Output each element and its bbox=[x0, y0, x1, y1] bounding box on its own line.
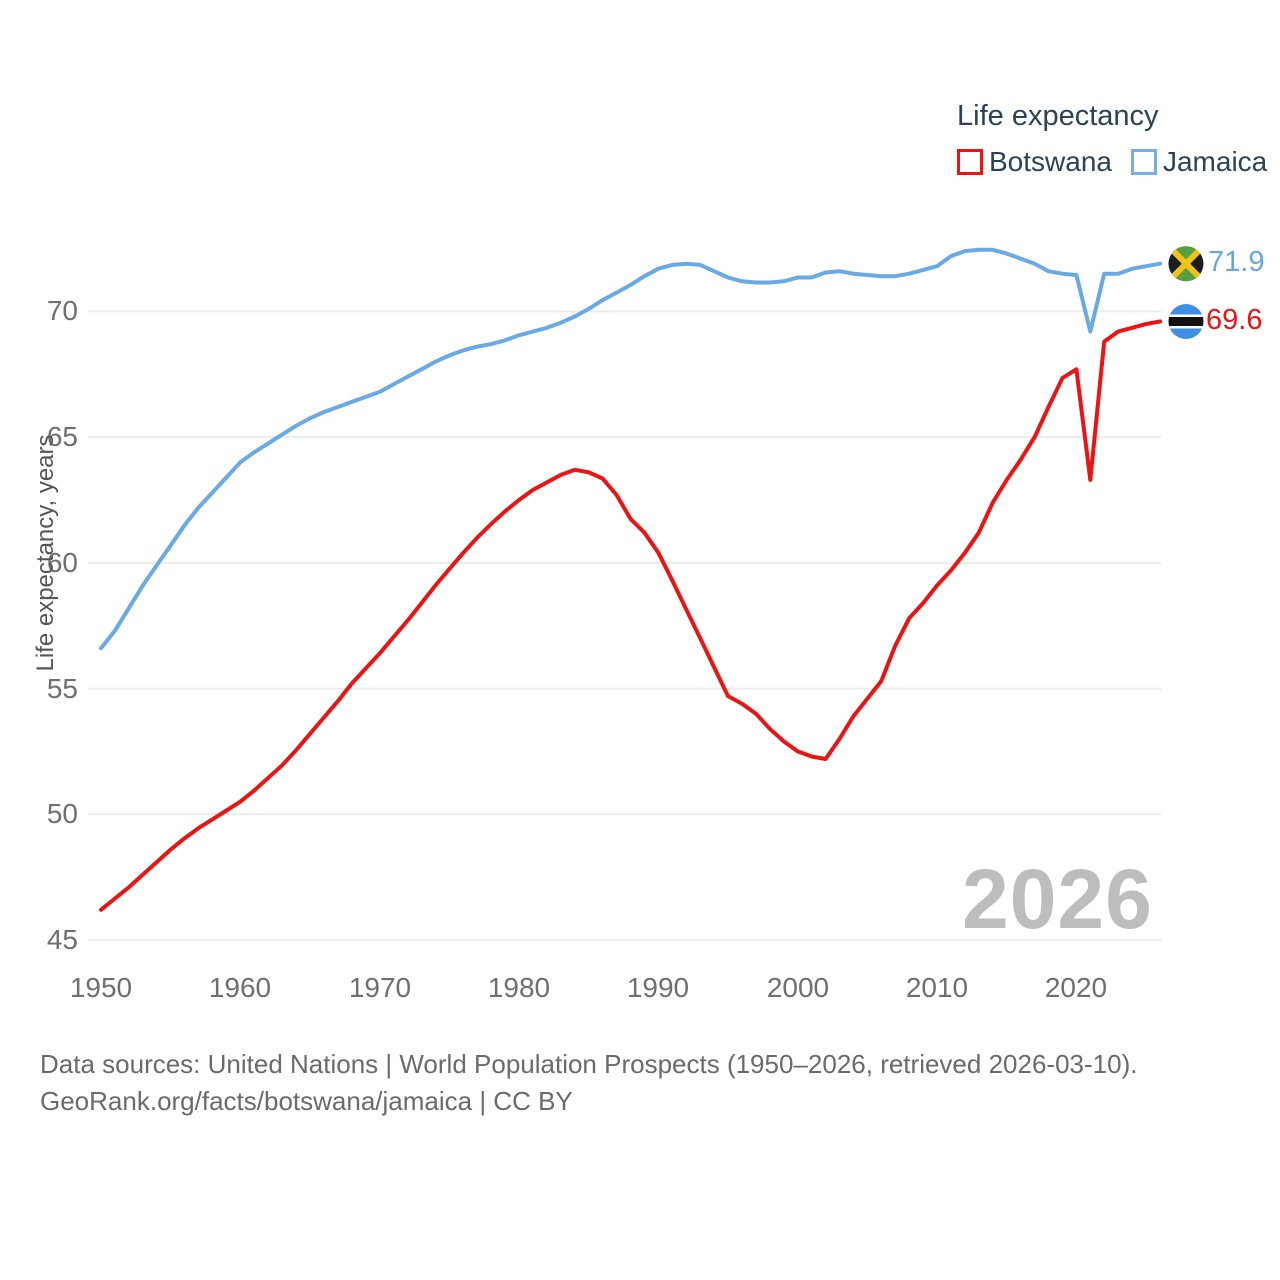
gridlines bbox=[88, 310, 1161, 941]
x-tick-1970: 1970 bbox=[348, 972, 412, 1003]
y-tick-65: 65 bbox=[46, 421, 78, 452]
y-axis-title: Life expectancy, years bbox=[32, 434, 59, 672]
botswana-line[interactable] bbox=[99, 319, 1162, 912]
jamaica-swatch-icon bbox=[1130, 149, 1157, 175]
legend-label-botswana: Botswana bbox=[989, 146, 1112, 177]
x-tick-2000: 2000 bbox=[766, 972, 830, 1003]
y-tick-50: 50 bbox=[46, 798, 78, 829]
footer-line-1: Data sources: United Nations | World Pop… bbox=[40, 1049, 1138, 1079]
y-tick-45: 45 bbox=[46, 924, 78, 955]
footer-line-2: GeoRank.org/facts/botswana/jamaica | CC … bbox=[40, 1086, 573, 1116]
y-tick-55: 55 bbox=[46, 673, 78, 704]
jamaica-flag-icon bbox=[1168, 246, 1204, 282]
legend-title: Life expectancy bbox=[957, 100, 1159, 132]
watermark-year: 2026 bbox=[962, 852, 1153, 946]
y-tick-70: 70 bbox=[46, 295, 78, 326]
legend-item-jamaica[interactable]: Jamaica bbox=[1130, 146, 1268, 178]
botswana-end-value: 69.6 bbox=[1206, 304, 1263, 336]
x-tick-1990: 1990 bbox=[626, 972, 690, 1003]
x-tick-1960: 1960 bbox=[208, 972, 272, 1003]
legend-label-jamaica: Jamaica bbox=[1162, 146, 1268, 177]
x-tick-1950: 1950 bbox=[69, 972, 133, 1003]
y-tick-60: 60 bbox=[46, 547, 78, 578]
x-tick-2020: 2020 bbox=[1044, 972, 1108, 1003]
botswana-flag-icon bbox=[1168, 304, 1204, 339]
botswana-swatch-icon bbox=[957, 149, 983, 175]
legend-items: Botswana Jamaica bbox=[957, 146, 1267, 178]
legend-item-botswana[interactable]: Botswana bbox=[957, 146, 1112, 178]
data-source-footer: Data sources: United Nations | World Pop… bbox=[40, 1046, 1137, 1120]
x-tick-2010: 2010 bbox=[905, 972, 969, 1003]
jamaica-line[interactable] bbox=[99, 247, 1162, 651]
x-tick-1980: 1980 bbox=[487, 972, 551, 1003]
legend: Life expectancy Botswana Jamaica bbox=[957, 100, 1267, 178]
jamaica-end-value: 71.9 bbox=[1208, 246, 1265, 278]
